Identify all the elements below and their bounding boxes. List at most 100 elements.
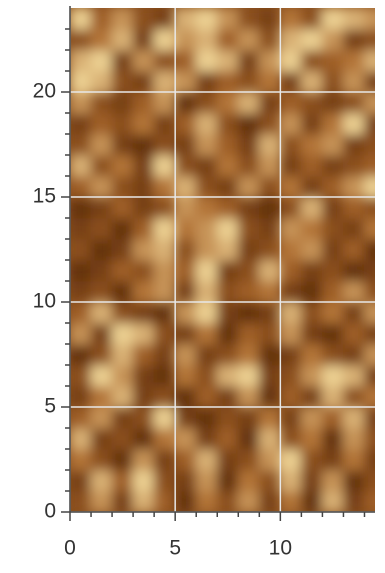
heatmap-cell (90, 469, 113, 492)
heatmap-cell (258, 217, 281, 240)
heatmap-cell (237, 469, 260, 492)
heatmap-cell (363, 49, 375, 72)
heatmap-cell (258, 259, 281, 282)
axes: 0 5 10 15 20 0 5 10 (33, 6, 375, 560)
heatmap-cell (279, 49, 302, 72)
heatmap-cell (132, 427, 155, 450)
heatmap-cell (342, 8, 365, 30)
heatmap-cell (132, 49, 155, 72)
heatmap-cell (342, 469, 365, 492)
heatmap-cell (216, 49, 239, 72)
heatmap-cell (258, 280, 281, 303)
heatmap-cell (111, 469, 134, 492)
heatmap-cell (70, 196, 92, 219)
heatmap-cell (216, 28, 239, 51)
heatmap-cell (90, 49, 113, 72)
heatmap-cell (321, 112, 344, 135)
heatmap-cell (195, 8, 218, 30)
heatmap-cell (195, 70, 218, 93)
heatmap-cell (321, 28, 344, 51)
heatmap-cell (279, 301, 302, 324)
heatmap-cell (321, 343, 344, 366)
heatmap-cell (174, 490, 197, 512)
heatmap-cell (195, 280, 218, 303)
heatmap-cell (153, 427, 176, 450)
heatmap-cell (195, 427, 218, 450)
heatmap-cell (363, 427, 375, 450)
heatmap-cell (195, 448, 218, 471)
heatmap-cell (70, 490, 92, 512)
heatmap-cell (195, 196, 218, 219)
heatmap-cell (153, 91, 176, 114)
heatmap-cell (90, 406, 113, 429)
heatmap-cell (132, 406, 155, 429)
heatmap-cell (258, 469, 281, 492)
heatmap-cell (279, 469, 302, 492)
heatmap-cell (342, 490, 365, 512)
heatmap-cell (342, 49, 365, 72)
heatmap-cell (300, 469, 323, 492)
heatmap-cell (132, 133, 155, 156)
heatmap-cell (363, 28, 375, 51)
heatmap-cell (174, 133, 197, 156)
heatmap-cell (174, 322, 197, 345)
heatmap-cell (237, 385, 260, 408)
heatmap-cell (363, 490, 375, 512)
heatmap (70, 8, 375, 512)
heatmap-cell (321, 70, 344, 93)
heatmap-cell (321, 280, 344, 303)
heatmap-cell (321, 238, 344, 261)
heatmap-cell (153, 154, 176, 177)
heatmap-cell (70, 217, 92, 240)
heatmap-cell (90, 175, 113, 198)
heatmap-cell (70, 238, 92, 261)
heatmap-cell (70, 70, 92, 93)
heatmap-cell (279, 196, 302, 219)
heatmap-cell (300, 112, 323, 135)
heatmap-cell (279, 343, 302, 366)
heatmap-cell (321, 49, 344, 72)
heatmap-cell (363, 259, 375, 282)
heatmap-cell (300, 343, 323, 366)
heatmap-cell (258, 238, 281, 261)
heatmap-cell (342, 448, 365, 471)
heatmap-cell (216, 133, 239, 156)
heatmap-cell (237, 28, 260, 51)
heatmap-cell (363, 91, 375, 114)
heatmap-cell (195, 154, 218, 177)
heatmap-cell (153, 28, 176, 51)
heatmap-cell (111, 175, 134, 198)
heatmap-cell (237, 217, 260, 240)
heatmap-cell (90, 301, 113, 324)
heatmap-cell (279, 70, 302, 93)
heatmap-cell (70, 406, 92, 429)
heatmap-cell (363, 133, 375, 156)
heatmap-cell (279, 322, 302, 345)
heatmap-cell (363, 301, 375, 324)
heatmap-cell (300, 280, 323, 303)
heatmap-cell (342, 154, 365, 177)
heatmap-cell (70, 469, 92, 492)
heatmap-cell (216, 364, 239, 387)
heatmap-cell (279, 28, 302, 51)
heatmap-cell (363, 280, 375, 303)
heatmap-cell (300, 8, 323, 30)
heatmap-cell (300, 364, 323, 387)
heatmap-cell (70, 49, 92, 72)
heatmap-cell (216, 343, 239, 366)
heatmap-cell (279, 112, 302, 135)
heatmap-cell (363, 196, 375, 219)
heatmap-cell (70, 343, 92, 366)
heatmap-cell (321, 364, 344, 387)
heatmap-cell (195, 364, 218, 387)
heatmap-cell (70, 154, 92, 177)
heatmap-cell (363, 343, 375, 366)
heatmap-cell (363, 322, 375, 345)
heatmap-cell (111, 406, 134, 429)
heatmap-cell (300, 28, 323, 51)
heatmap-cell (258, 112, 281, 135)
heatmap-cell (153, 175, 176, 198)
heatmap-cell (279, 364, 302, 387)
heatmap-cell (174, 112, 197, 135)
